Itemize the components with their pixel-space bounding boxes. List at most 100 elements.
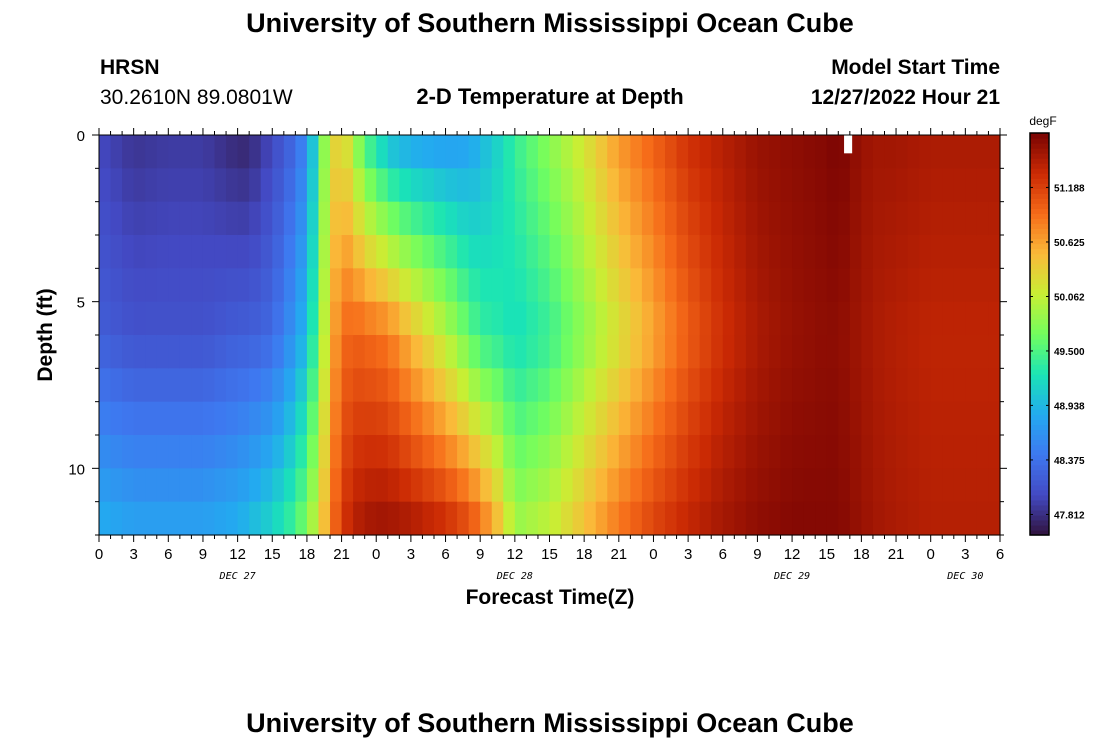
heatmap-cell [757,235,770,269]
heatmap-cell [283,401,296,436]
heatmap-cell [988,201,1001,236]
heatmap-cell [410,301,424,336]
heatmap-cell [387,435,400,469]
heatmap-cell [919,468,932,503]
heatmap-cell [353,368,366,403]
heatmap-cell [572,301,585,336]
heatmap-cell [815,201,828,236]
heatmap-cell [537,335,551,369]
heatmap-cell [214,201,227,236]
heatmap-cell [826,168,839,203]
heatmap-cell [815,501,828,536]
heatmap-cell [653,268,666,303]
heatmap-cell [665,235,678,269]
heatmap-cell [376,501,389,536]
heatmap-cell [249,501,262,536]
heatmap-cell [711,335,724,369]
chart-subtitle: 2-D Temperature at Depth [416,84,684,109]
heatmap-cell [699,235,712,269]
heatmap-cell [930,468,943,503]
heatmap-cell [872,268,886,303]
heatmap-cell [699,368,712,403]
heatmap-cell [630,135,643,169]
heatmap-cell [318,335,331,369]
heatmap-cell [676,468,689,503]
heatmap-cell [272,435,285,469]
colorbar-segment [1030,479,1049,486]
heatmap-cell [214,501,227,536]
heatmap-cell [353,235,366,269]
heatmap-cell [792,135,805,169]
x-axis: 0 3 6 9 12 15 18 21 0 3 6 9 12 15 18 21 0 3 6 9 12 15 18 21 0 3 6 D… [95,128,1004,582]
x-tick-label: 9 [753,546,761,563]
model-start-value: 12/27/2022 Hour 21 [810,86,1000,109]
heatmap-cell [826,201,839,236]
heatmap-cell [722,201,735,236]
colorbar-segment [1030,334,1049,340]
heatmap-cell [202,368,216,403]
heatmap-cell [792,235,805,269]
heatmap-cell [884,268,897,303]
heatmap-cell [191,468,204,503]
heatmap-cell [780,335,793,369]
colorbar-segment [1030,278,1049,285]
heatmap-cell [861,401,874,436]
heatmap-cell [838,401,851,436]
heatmap-cell [965,368,978,403]
heatmap-cell [110,401,123,436]
heatmap-cell [110,501,123,536]
colorbar-segment [1030,303,1049,310]
heatmap-cell [295,368,308,403]
colorbar-segment [1030,188,1049,194]
heatmap-cell [734,435,747,469]
colorbar-segment [1030,419,1049,426]
heatmap-cell [260,235,273,269]
heatmap-cell [145,368,158,403]
heatmap-cell [410,235,424,269]
heatmap-cell [584,401,597,436]
heatmap-cell [561,468,574,503]
heatmap-cell [734,268,747,303]
colorbar-tick-label: 50.062 [1054,293,1085,304]
heatmap-cell [584,235,597,269]
heatmap-cell [849,435,862,469]
colorbar-segment [1030,193,1049,199]
heatmap-cell [907,235,920,269]
heatmap-cell [110,168,123,203]
heatmap-cell [942,235,955,269]
heatmap-cell [341,235,354,269]
colorbar-segment [1030,213,1049,220]
heatmap-cell [179,168,193,203]
heatmap-cell [953,401,966,436]
heatmap-cell [768,468,782,503]
heatmap-cell [445,401,458,436]
x-tick-label: 6 [164,546,172,563]
colorbar-segment [1030,203,1049,209]
heatmap-cell [722,335,735,369]
heatmap-cell [919,501,932,536]
heatmap-cell [433,501,447,536]
heatmap-cell [872,301,886,336]
heatmap-cell [445,368,458,403]
heatmap-cell [457,268,470,303]
heatmap-cell [237,235,250,269]
heatmap-cell [861,201,874,236]
heatmap-cell [179,468,193,503]
heatmap-cell [445,501,458,536]
heatmap-cell [965,501,978,536]
heatmap-cell [445,135,458,169]
heatmap-cell [364,401,377,436]
y-tick-label: 0 [77,128,85,145]
x-tick-label: 18 [299,546,316,563]
colorbar-segment [1030,514,1049,521]
heatmap-cell [226,201,239,236]
heatmap-cell [445,268,458,303]
heatmap-cell [156,135,169,169]
heatmap-cell [272,368,285,403]
heatmap-cell [399,235,412,269]
colorbar-segment [1030,298,1049,305]
heatmap-cell [711,435,724,469]
heatmap-cell [503,501,516,536]
heatmap-cell [699,401,712,436]
heatmap-cell [410,168,424,203]
